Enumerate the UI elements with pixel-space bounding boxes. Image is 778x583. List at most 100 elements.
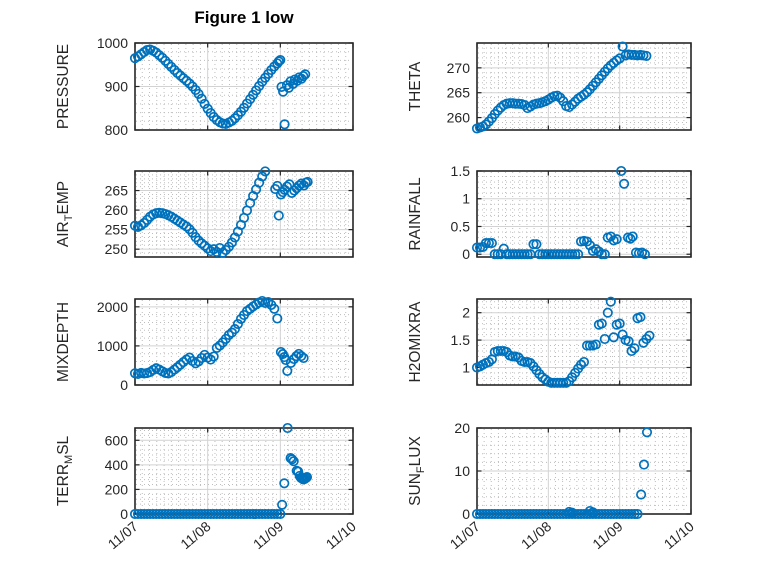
x-tick-label: 11/10 [323,518,359,552]
data-point [480,238,491,249]
data-point [298,71,309,82]
y-tick-labels: 260 265 270 [447,60,471,126]
data-point [602,63,613,74]
data-point [522,249,533,260]
data-point [277,499,288,510]
data-point [626,508,637,520]
data-point [638,459,650,470]
y-tick-label: 260 [447,110,471,126]
data-point [287,454,298,465]
y-tick-label: 0 [120,377,128,393]
data-point [300,69,311,80]
y-tick-labels: 0 0.5 1 1.5 [451,163,471,262]
data-point [519,356,530,368]
data-point [625,233,636,244]
data-point [495,345,506,357]
y-tick-labels: 800 900 1000 [97,35,128,138]
data-point [269,303,280,314]
data-point [196,238,207,249]
tick-marks [476,43,692,130]
data-point [172,362,183,373]
x-tick-label: 11/08 [177,518,213,552]
data-point [273,210,284,221]
data-point [229,113,240,124]
data-points [471,296,655,388]
data-point [257,171,268,182]
data-point [480,119,491,130]
y-axis-label: H2OMIXRA [407,301,424,383]
data-point [567,99,578,110]
data-point [260,166,271,177]
data-point [157,52,168,63]
data-point [208,244,219,255]
minor-grid [478,172,690,256]
data-points [471,41,652,134]
axes-frame [134,170,354,258]
data-points [129,166,313,258]
y-tick-labels: 250 255 260 265 [105,183,129,258]
y-tick-label: 800 [105,122,129,138]
data-point [199,349,210,360]
data-point [599,249,610,260]
data-point [269,508,280,520]
y-tick-label: 1.5 [451,332,471,348]
major-grid [477,428,691,514]
x-tick-label: 11/07 [447,518,483,552]
data-point [214,340,225,351]
data-point [205,354,216,365]
data-point [275,54,286,66]
data-point [139,217,150,229]
data-point [483,238,494,249]
y-tick-label: 400 [105,457,129,473]
data-point [567,249,578,260]
x-tick-label: 11/09 [250,518,286,552]
y-tick-label: 2000 [97,299,128,315]
axes-frame [134,298,354,386]
x-tick-label: 11/10 [661,518,697,552]
data-point [199,240,210,251]
y-tick-label: 265 [447,85,471,101]
data-point [226,115,237,126]
y-axis-label: RAINFALL [407,177,424,251]
data-point [151,47,162,58]
x-tick-labels: 11/07 11/08 11/09 11/10 [105,518,359,552]
data-point [558,377,569,388]
data-point [629,343,640,354]
data-point [181,75,192,86]
data-point [498,243,509,254]
data-point [605,296,616,307]
data-point [575,359,587,370]
data-point [208,351,219,362]
minor-grid [136,172,352,256]
data-point [570,96,581,107]
y-axis-label: SUNFLUX [407,436,427,506]
data-point [573,249,584,260]
data-point [587,507,598,518]
tick-marks [134,299,354,386]
major-grid [135,171,353,257]
data-point [626,345,637,357]
data-point [486,238,497,249]
subplot-sun_flux: 0 10 20 11/07 11/08 11/09 11/10 SUNFLUX [407,420,697,552]
data-point [184,78,195,89]
y-tick-label: 255 [105,222,129,238]
data-point [507,351,518,362]
y-axis-label: PRESSURE [55,44,72,129]
data-point [608,332,619,343]
major-grid [135,428,353,514]
data-point [627,231,638,242]
data-point [298,352,309,364]
y-tick-label: 200 [105,481,129,497]
data-point [605,60,616,71]
data-point [166,61,177,72]
data-point [619,178,630,189]
y-axis-label: AIRTEMP [55,181,75,247]
data-point [616,165,627,177]
y-tick-label: 0 [462,246,470,262]
data-point [202,243,213,254]
data-point [636,489,647,500]
data-point [175,359,186,370]
data-point [644,330,655,341]
